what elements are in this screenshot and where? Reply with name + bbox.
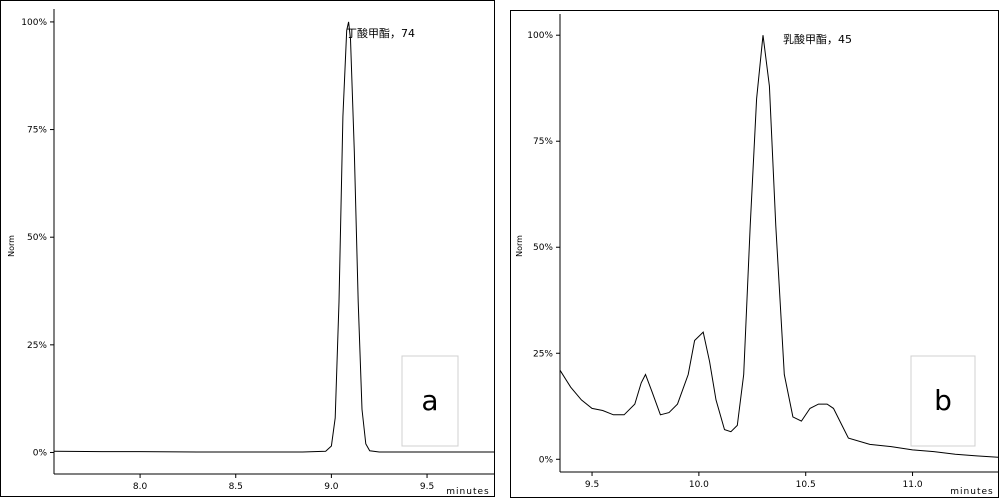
- panel-b-x-tick-label: 10.5: [796, 480, 816, 490]
- panel-b-trace-line: [559, 35, 999, 458]
- panel-b-y-tick-label: 0%: [539, 455, 554, 465]
- panel-a-letter: a: [421, 384, 438, 417]
- panel-a-y-tick-label: 50%: [27, 233, 47, 243]
- panel-b-peak-annotation: 乳酸甲酯，45: [783, 32, 852, 46]
- panel-a-y-tick-label: 100%: [21, 18, 47, 28]
- panel-b-x-ticks: 9.5 10.0 10.5 11.0: [585, 472, 923, 490]
- panel-b-x-axis-label: minutes: [950, 487, 993, 497]
- panel-a-trace-line: [53, 21, 494, 453]
- panel-b-letter: b: [934, 384, 952, 417]
- panel-a-y-axis-label: Norm: [7, 235, 16, 257]
- panel-b-y-tick-label: 25%: [533, 349, 553, 359]
- panel-a-y-tick-label: 75%: [27, 126, 47, 136]
- panel-b-x-tick-label: 11.0: [903, 480, 923, 490]
- panel-a-peak-annotation: 丁酸甲酯，74: [346, 26, 415, 40]
- panel-b-y-ticks: 0% 25% 50% 75% 100%: [527, 31, 560, 465]
- panel-a-x-tick-label: 9.0: [324, 482, 339, 492]
- panel-a-x-axis-label: minutes: [446, 487, 489, 497]
- panel-b-y-tick-label: 50%: [533, 243, 553, 253]
- panel-a-x-tick-label: 9.5: [420, 482, 434, 492]
- chart-panel-b: 0% 25% 50% 75% 100% 9.5 10.0 10.5 11.0 Norm min…: [510, 10, 999, 498]
- panel-b-x-tick-label: 10.0: [689, 480, 709, 490]
- panel-a-y-tick-label: 25%: [27, 341, 47, 351]
- panel-a-x-tick-label: 8.0: [133, 482, 148, 492]
- panel-a-x-tick-label: 8.5: [229, 482, 243, 492]
- panel-a-y-tick-label: 0%: [33, 448, 48, 458]
- panel-a-y-ticks: 0% 25% 50% 75% 100%: [21, 18, 54, 458]
- panel-b-y-tick-label: 75%: [533, 137, 553, 147]
- panel-b-letter-box: [910, 355, 976, 447]
- chart-panel-a: 0% 25% 50% 75% 100% 8.0 8.5 9.0 9.5 Norm minute…: [0, 0, 495, 497]
- panel-b-y-tick-label: 100%: [527, 31, 553, 41]
- panel-a-letter-box: [401, 355, 459, 447]
- panel-b-x-tick-label: 9.5: [585, 480, 599, 490]
- panel-a-x-ticks: 8.0 8.5 9.0 9.5: [133, 474, 434, 492]
- panel-b-y-axis-label: Norm: [515, 235, 524, 257]
